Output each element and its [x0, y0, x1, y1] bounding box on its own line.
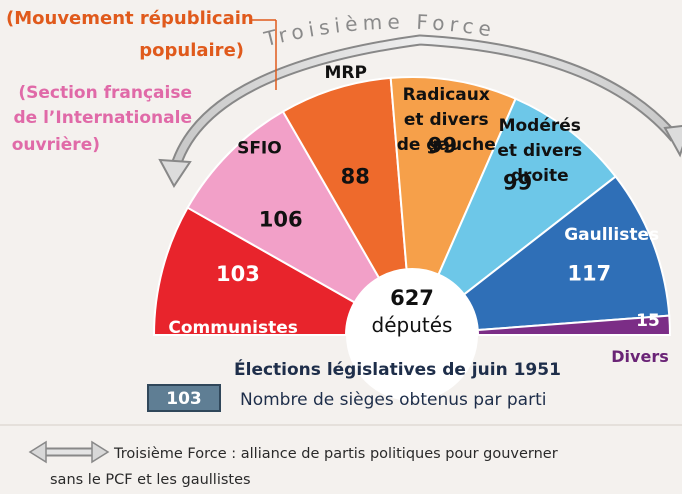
troisieme-force-arrow: [158, 34, 682, 188]
center-total: 627: [390, 286, 434, 310]
slices-layer: [152, 76, 672, 336]
center-hole: [346, 269, 478, 401]
legend-arrow-line-1: Troisième Force : alliance de partis pol…: [113, 446, 558, 462]
slice-name-4-line-2: droite: [511, 166, 569, 186]
arrow-head-right: [663, 124, 682, 158]
slice-value-2: 88: [341, 165, 370, 189]
legend-badge: 103: [147, 384, 221, 412]
slice-name-1-line-0: SFIO: [237, 139, 282, 159]
sfio-annotation: (Section française de l’Internationale o…: [12, 83, 192, 155]
labels-layer: 103 Communistes 106 SFIO 88 MRP 99 Radicaux et d…: [168, 63, 668, 366]
sfio-full-line-3: ouvrière): [12, 135, 100, 155]
slice-name-3-line-2: de gauche: [397, 135, 496, 155]
legend-arrow-line-2: sans le PCF et les gaullistes: [50, 472, 251, 488]
slice-name-4-line-0: Modérés: [499, 116, 581, 136]
slice-name-0-line-0: Communistes: [168, 318, 298, 338]
slice-name-5-line-0: Gaullistes: [564, 225, 659, 245]
legend-badge-value: 103: [166, 389, 202, 409]
mrp-full-line-1: (Mouvement républicain: [6, 8, 254, 29]
sfio-full-line-2: de l’Internationale: [13, 108, 192, 128]
legend-badge-text: Nombre de sièges obtenus par parti: [240, 390, 546, 410]
slice-name-4-line-1: et divers: [497, 141, 582, 161]
slice-name-3-line-0: Radicaux: [403, 85, 490, 105]
center-unit: députés: [372, 313, 453, 337]
arrow-head-left: [158, 158, 192, 188]
slice-value-4: 99: [503, 170, 532, 194]
slice-value-3: 99: [428, 134, 457, 158]
slice-name-2-line-0: MRP: [324, 63, 366, 83]
legend-double-arrow-icon: [28, 440, 110, 464]
sfio-full-line-1: (Section française: [18, 83, 192, 103]
slice-name-3-line-1: et divers: [404, 110, 489, 130]
mrp-full-line-2: populaire): [139, 40, 244, 61]
slice-value-6: 15: [636, 311, 660, 331]
slice-name-6-line-0: Divers: [611, 347, 668, 366]
chart-title: Élections législatives de juin 1951: [234, 358, 561, 380]
slice-value-0: 103: [216, 262, 260, 286]
mrp-annotation: (Mouvement républicain populaire): [6, 8, 277, 90]
slice-value-1: 106: [259, 208, 303, 232]
slice-value-5: 117: [567, 262, 611, 286]
